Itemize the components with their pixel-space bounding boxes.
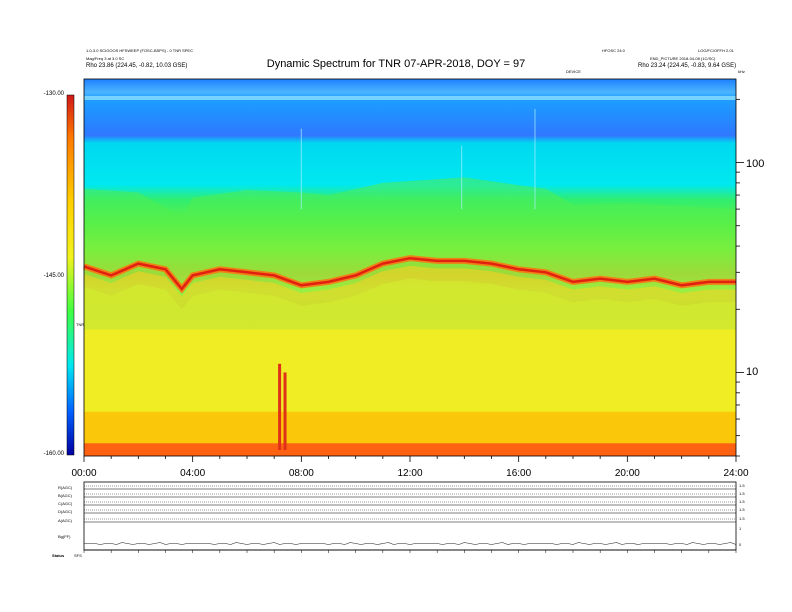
panel-right-tick: 1.5 <box>739 491 745 496</box>
burst-mark <box>278 363 282 450</box>
top-stripe <box>84 96 736 100</box>
header-info-left-2: Mag/Freq 3 at 3.0 SC <box>86 56 125 61</box>
header-info-left-3: Rho 23.86 (224.45, -0.82, 10.03 GSE) <box>86 63 188 69</box>
x-tick-label: 12:00 <box>397 468 423 479</box>
colorbar-tick-label: -145.00 <box>43 273 64 279</box>
colorbar <box>66 94 75 456</box>
panel-label: R(AGC) <box>58 485 73 490</box>
x-axis-ticks <box>83 456 737 462</box>
y-tick-label: 100 <box>746 158 765 170</box>
panel-right-tick: 1.5 <box>739 516 745 521</box>
x-tick-label: 24:00 <box>723 468 749 479</box>
x-tick-label: 00:00 <box>71 468 97 479</box>
burst-mark <box>283 372 287 450</box>
colorbar-tick-label: -160.00 <box>43 451 64 457</box>
panel-label: A(AGC) <box>58 518 72 523</box>
status-label: Status <box>52 553 65 558</box>
x-tick-label: 16:00 <box>506 468 532 479</box>
spectrogram <box>83 79 736 456</box>
header-info-right-3: Rho 23.24 (224.45, -0.83, 9.64 GSE) <box>638 63 737 69</box>
panel-right-tick: 1.5 <box>739 499 745 504</box>
x-tick-label: 04:00 <box>180 468 206 479</box>
right-axis-ticks <box>736 98 744 457</box>
panel-right-tick: 1 <box>739 526 742 531</box>
panel-right-tick: 0 <box>739 542 742 547</box>
header-info-right-2: END_PICTURE 2018-04-08 (1C/SC) <box>650 56 716 61</box>
panel-label: Bg(FF) <box>58 534 71 539</box>
header-info-left-1: 1.0-3.0 SCIGOOS HFSWEEP (FOSC-BSPS) - 0 … <box>86 48 193 53</box>
low-frequency-red <box>84 443 736 456</box>
colorbar-label: TNR <box>76 322 85 327</box>
header-info-center-right: HFOSC 24.0 <box>602 48 625 53</box>
panel-right-tick: 1.5 <box>739 507 745 512</box>
panel-label: B(AGC) <box>58 493 72 498</box>
x-tick-label: 20:00 <box>614 468 640 479</box>
y-tick-label: 10 <box>746 366 759 378</box>
header-info-center: DEVICE <box>566 69 581 74</box>
panels-frame <box>83 481 737 551</box>
x-tick-label: 08:00 <box>288 468 314 479</box>
panel-label: C(AGC) <box>58 501 73 506</box>
colorbar-tick-label: -130.00 <box>43 91 64 97</box>
low-frequency-orange <box>84 411 736 444</box>
chart-title: Dynamic Spectrum for TNR 07-APR-2018, DO… <box>266 58 526 70</box>
background-trace <box>83 542 737 545</box>
status-sublabel: SFS <box>74 553 82 558</box>
panel-right-tick: 1.5 <box>739 483 745 488</box>
panel-label: D(AGC) <box>58 509 73 514</box>
header-info-right-1: LOG/FC/OFFH 2.01 <box>698 48 734 53</box>
emission-line <box>83 256 736 291</box>
right-axis-unit: kHz <box>738 69 745 74</box>
status-panels <box>83 481 737 553</box>
